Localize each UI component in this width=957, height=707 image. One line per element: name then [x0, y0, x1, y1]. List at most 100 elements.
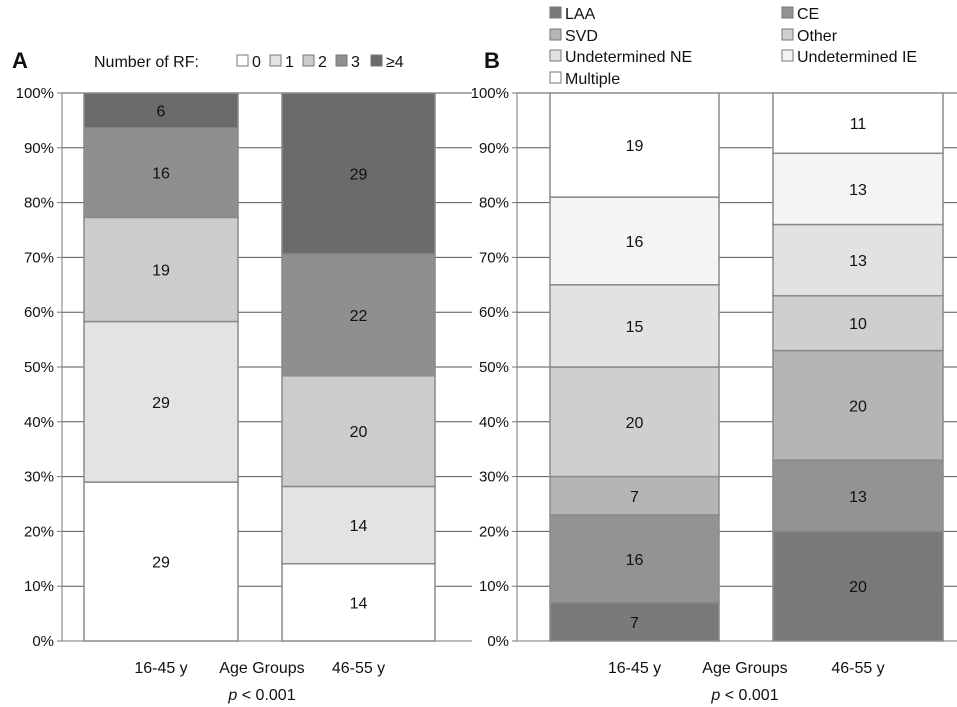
- panel-a-y-tick-label: 0%: [32, 633, 54, 650]
- panel-a-legend-item: ≥4: [386, 54, 404, 71]
- panel-a-category-label: 16-45 y: [134, 660, 187, 677]
- panel-a-y-tick-label: 30%: [24, 469, 54, 486]
- panel-a-p-symbol: p: [227, 687, 237, 704]
- panel-a-data-label: 19: [152, 262, 170, 279]
- panel-b-legend-item: LAA: [565, 6, 596, 23]
- panel-a-y-tick-label: 70%: [24, 249, 54, 266]
- panel-a-bar-segment: [281, 375, 436, 488]
- panel-b-category-label: 46-55 y: [831, 660, 884, 677]
- panel-a-label: A: [12, 48, 28, 73]
- panel-a-data-label: 14: [350, 518, 368, 535]
- panel-a-data-label: 14: [350, 595, 368, 612]
- panel-b-data-label: 19: [626, 138, 644, 155]
- panel-a-legend-swatch: [370, 54, 383, 67]
- panel-b-y-tick-label: 20%: [479, 523, 509, 540]
- panel-b-legend-item: CE: [797, 6, 819, 23]
- panel-a-p-value: p < 0.001: [227, 687, 295, 704]
- panel-a-x-categories: 16-45 y 46-55 y: [134, 660, 385, 677]
- panel-a-legend-swatch: [335, 54, 348, 67]
- panel-b-data-label: 7: [630, 489, 639, 506]
- panel-a-legend-swatch: [236, 54, 249, 67]
- panel-a-bar-segment: [83, 92, 239, 129]
- panel-b-bar-segment: [772, 459, 944, 533]
- panel-a-legend-item: 2: [318, 54, 327, 71]
- panel-a-legend-item: 1: [285, 54, 294, 71]
- panel-b-bar-segment: [549, 366, 720, 478]
- panel-a-legend: 0 1 2 3 ≥4: [236, 54, 404, 71]
- panel-a-bar-segment: [83, 216, 239, 323]
- panel-a-y-tick-label: 10%: [24, 578, 54, 595]
- panel-a-category-label: 46-55 y: [332, 660, 385, 677]
- panel-b-y-tick-label: 50%: [479, 359, 509, 376]
- panel-b-y-tick-label: 90%: [479, 140, 509, 157]
- panel-a-bar-segment: [83, 127, 239, 219]
- panel-b-y-tick-label: 0%: [487, 633, 509, 650]
- panel-b-data-label: 13: [849, 489, 867, 506]
- panel-b-p-text: < 0.001: [720, 687, 778, 704]
- panel-b-data-label: 16: [626, 234, 644, 251]
- panel-b-legend-item: Undetermined NE: [565, 49, 692, 66]
- panel-a-y-tick-label: 20%: [24, 523, 54, 540]
- panel-b-bar-segment: [549, 92, 720, 198]
- panel-b-bar-segment: [549, 514, 720, 604]
- panel-b-legend: LAA CE SVD Other Undetermined NE Undetermined…: [549, 6, 917, 88]
- panel-b-legend-swatch: [781, 28, 794, 41]
- panel-a-bar-segment: [83, 320, 239, 483]
- panel-b-data-label: 7: [630, 615, 639, 632]
- panel-a-y-tick-label: 40%: [24, 414, 54, 431]
- panel-b-legend-item: Multiple: [565, 71, 620, 88]
- panel-b-bar-segment: [772, 92, 944, 155]
- panel-b-legend-swatch: [549, 28, 562, 41]
- panel-b-y-tick-label: 10%: [479, 578, 509, 595]
- panel-a-y-tick-label: 50%: [24, 359, 54, 376]
- panel-b-p-value: p < 0.001: [710, 687, 778, 704]
- panel-a-y-tick-label: 100%: [16, 85, 54, 102]
- panel-a-bar-segment: [281, 485, 436, 565]
- panel-a-data-label: 22: [350, 308, 368, 325]
- panel-b-legend-item: Other: [797, 28, 838, 45]
- panel-a-legend-title: Number of RF:: [94, 54, 199, 71]
- panel-a-y-tick-label: 60%: [24, 304, 54, 321]
- panel-b-legend-swatch: [781, 6, 794, 19]
- panel-b-legend-item: SVD: [565, 28, 598, 45]
- panel-b-bar-segment: [772, 349, 944, 461]
- panel-a-legend-swatch: [269, 54, 282, 67]
- panel-b-bar-segment: [549, 475, 720, 516]
- panel-a-bar-segment: [281, 562, 436, 642]
- panel-a-bar-segment: [281, 92, 436, 255]
- panel-b-data-label: 11: [850, 116, 867, 133]
- panel-b-data-label: 20: [849, 579, 867, 596]
- panel-b-category-label: 16-45 y: [608, 660, 661, 677]
- panel-a-data-label: 20: [350, 424, 368, 441]
- panel-b-legend-swatch: [549, 71, 562, 84]
- panel-b-y-tick-label: 30%: [479, 469, 509, 486]
- panel-b-bar-segment: [772, 223, 944, 297]
- panel-b-y-tick-label: 100%: [471, 85, 509, 102]
- panel-b-p-symbol: p: [710, 687, 720, 704]
- panel-b-data-label: 15: [626, 319, 644, 336]
- panel-b-data-label: 10: [849, 316, 867, 333]
- panel-a-data-label: 29: [152, 395, 170, 412]
- panel-a-y-tick-label: 80%: [24, 195, 54, 212]
- panel-a-bar-segment: [83, 481, 239, 642]
- panel-a-y-tick-label: 90%: [24, 140, 54, 157]
- panel-b-x-categories: 16-45 y 46-55 y: [608, 660, 885, 677]
- panel-a-bars: 29 29 19 16 6 14 14 20 22 29: [83, 92, 436, 642]
- panel-b-legend-swatch: [549, 49, 562, 62]
- panel-b-y-tick-label: 40%: [479, 414, 509, 431]
- panel-a-legend-item: 0: [252, 54, 261, 71]
- panel-a-data-label: 16: [152, 166, 170, 183]
- panel-b-bar-segment: [549, 196, 720, 286]
- panel-b-bar-segment: [772, 152, 944, 226]
- panel-b-data-label: 16: [626, 552, 644, 569]
- panel-b-bar-segment: [772, 295, 944, 352]
- panel-b-y-axis: 0% 10% 20% 30% 40% 50% 60% 70% 80% 90% 100%: [471, 85, 957, 650]
- panel-b-y-tick-label: 60%: [479, 304, 509, 321]
- panel-b-x-axis-title: Age Groups: [702, 660, 787, 677]
- panel-b-bar-segment: [549, 284, 720, 368]
- panel-b-legend-swatch: [781, 49, 794, 62]
- panel-b-bar-segment: [772, 530, 944, 642]
- panel-b-legend-swatch: [549, 6, 562, 19]
- panel-b-data-label: 13: [849, 182, 867, 199]
